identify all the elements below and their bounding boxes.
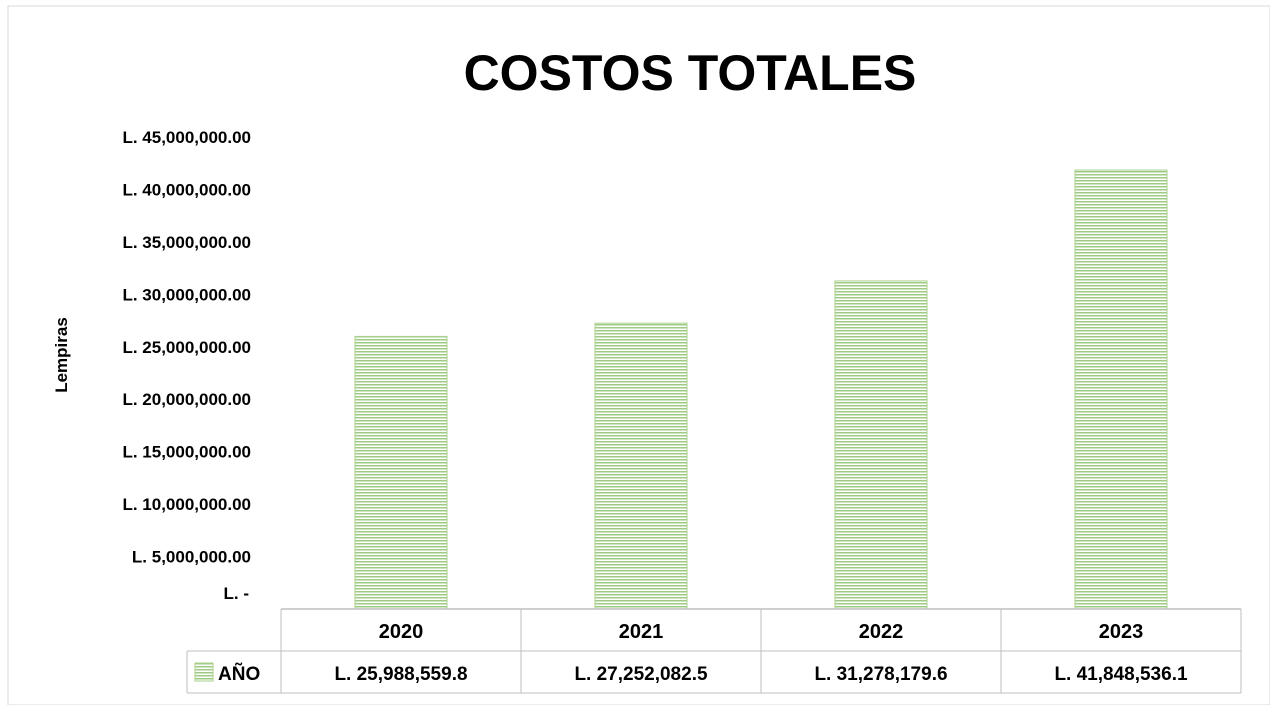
- table-value: L. 27,252,082.5: [574, 664, 708, 685]
- data-table: 2020 L. 25,988,559.8 2021 L. 27,252,082.5 20…: [186, 608, 1242, 694]
- table-value: L. 31,278,179.6: [814, 664, 947, 685]
- y-tick-label: L. 40,000,000.00: [122, 180, 251, 199]
- x-tick-label: 2021: [619, 621, 664, 643]
- bar-2021: [594, 322, 688, 610]
- y-tick-label: L. 5,000,000.00: [132, 548, 251, 567]
- x-tick-label: 2020: [379, 621, 424, 643]
- legend-label: AÑO: [218, 663, 260, 685]
- y-tick-label: L. 10,000,000.00: [122, 495, 251, 514]
- table-value: L. 25,988,559.8: [334, 664, 467, 685]
- bars: [354, 169, 1168, 610]
- y-tick-label: L. 15,000,000.00: [122, 443, 251, 462]
- y-tick-label: L. 30,000,000.00: [122, 285, 251, 304]
- bar-2022: [834, 280, 928, 610]
- y-axis-ticks: L. - L. 5,000,000.00 L. 10,000,000.00 L. 15…: [122, 128, 251, 603]
- bar-2020: [354, 335, 448, 610]
- y-tick-label: L. 35,000,000.00: [122, 233, 251, 252]
- chart-title: COSTOS TOTALES: [464, 45, 917, 101]
- legend-swatch: [194, 662, 214, 682]
- y-tick-label: L. 20,000,000.00: [122, 390, 251, 409]
- x-tick-label: 2023: [1099, 621, 1144, 643]
- y-tick-label: L. -: [224, 584, 250, 603]
- table-value: L. 41,848,536.1: [1054, 664, 1188, 685]
- y-tick-label: L. 25,000,000.00: [122, 338, 251, 357]
- y-tick-label: L. 45,000,000.00: [122, 128, 251, 147]
- x-tick-label: 2022: [859, 621, 904, 643]
- bar-2023: [1074, 169, 1168, 610]
- y-axis-label: Lempiras: [52, 317, 71, 393]
